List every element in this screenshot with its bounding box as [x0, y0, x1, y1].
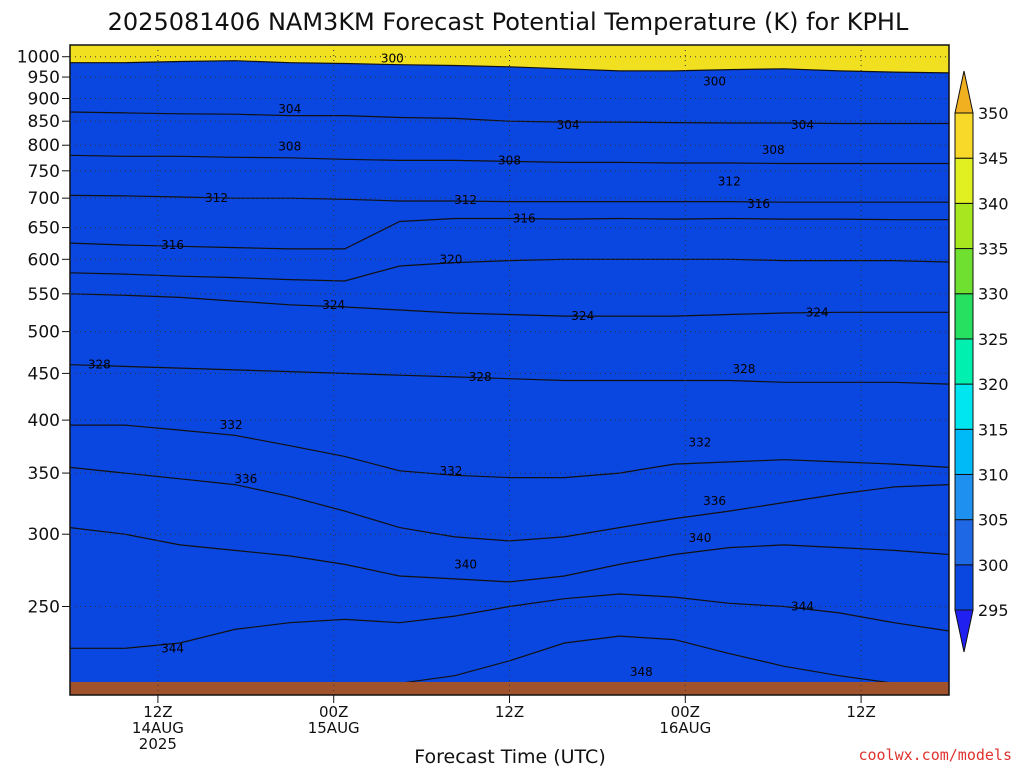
contour-332	[70, 424, 950, 479]
colorbar-band-315	[954, 383, 974, 430]
y-tick-label-850: 850	[28, 112, 60, 132]
contour-label-20: 312	[205, 191, 228, 205]
contour-label-12: 328	[732, 362, 755, 376]
x-tick-label-2-0: 12Z	[495, 703, 524, 721]
colorbar-label-345: 345	[978, 149, 1009, 168]
contour-label-26: 304	[557, 118, 580, 132]
colorbar-band-345	[954, 112, 974, 159]
contour-340	[69, 527, 950, 583]
contour-316	[69, 217, 949, 250]
x-tick-label-3-1: 16AUG	[659, 719, 711, 737]
colorbar-band-300	[954, 519, 974, 566]
colorbar-label-330: 330	[978, 285, 1009, 304]
contour-label-19: 316	[747, 197, 770, 211]
colorbar-band-340	[954, 157, 974, 204]
y-tick-label-750: 750	[28, 162, 60, 182]
y-tick-label-300: 300	[28, 525, 60, 545]
colorbar-label-340: 340	[978, 194, 1009, 213]
ground-strip	[70, 682, 949, 695]
y-tick-label-400: 400	[28, 411, 60, 431]
contour-304	[69, 111, 949, 125]
colorbar-label-320: 320	[978, 375, 1009, 394]
contour-label-7: 332	[439, 464, 462, 478]
contour-label-1: 348	[630, 665, 653, 679]
colorbar-arrow-high	[954, 70, 974, 114]
colorbar-label-325: 325	[978, 330, 1009, 349]
contour-label-9: 332	[220, 418, 243, 432]
x-tick-label-4-0: 12Z	[846, 703, 875, 721]
contour-label-18: 316	[513, 212, 536, 226]
contour-label-24: 308	[762, 143, 785, 157]
contour-label-3: 340	[454, 557, 477, 571]
credit-text: coolwx.com/models	[858, 746, 1012, 764]
x-tick-label-3-0: 00Z	[671, 703, 700, 721]
contour-328	[69, 364, 950, 385]
colorbar-band-325	[954, 293, 974, 340]
y-tick-label-350: 350	[28, 464, 60, 484]
y-tick-label-900: 900	[28, 90, 60, 110]
contour-308	[69, 154, 949, 165]
colorbar-band-320	[954, 338, 974, 385]
contour-label-14: 324	[806, 305, 829, 319]
contour-label-28: 304	[278, 102, 301, 116]
contour-label-27: 304	[791, 118, 814, 132]
contour-label-6: 336	[234, 472, 257, 486]
contour-label-21: 312	[454, 193, 477, 207]
colorbar-label-315: 315	[978, 420, 1009, 439]
fill-below-300	[70, 60, 949, 695]
colorbar-label-335: 335	[978, 240, 1009, 259]
colorbar-band-330	[954, 248, 974, 295]
y-tick-label-650: 650	[28, 219, 60, 239]
chart-title: 2025081406 NAM3KM Forecast Potential Tem…	[108, 8, 909, 36]
colorbar-band-335	[954, 202, 974, 250]
contour-label-10: 328	[88, 358, 111, 372]
contour-label-11: 328	[469, 370, 492, 384]
colorbar-label-305: 305	[978, 511, 1009, 530]
x-tick-label-0-0: 12Z	[143, 703, 172, 721]
y-tick-label-950: 950	[28, 68, 60, 88]
colorbar-label-310: 310	[978, 465, 1009, 484]
contour-324	[69, 293, 949, 317]
x-tick-label-1-0: 00Z	[319, 703, 348, 721]
y-tick-label-250: 250	[28, 598, 60, 618]
y-tick-label-1000: 1000	[17, 48, 60, 68]
y-tick-label-800: 800	[28, 136, 60, 156]
colorbar-arrow-low	[954, 609, 974, 653]
y-tick-label-700: 700	[28, 189, 60, 209]
contour-label-15: 324	[322, 298, 345, 312]
plot-area: 344 348 344 340 340 336 336 332 332 332 328 328 328 3…	[69, 44, 950, 696]
contour-312	[69, 194, 949, 203]
contour-344	[70, 593, 950, 649]
colorbar-band-295	[954, 564, 974, 611]
contour-label-5: 336	[703, 494, 726, 508]
x-tick-label-1-1: 15AUG	[308, 719, 360, 737]
contour-label-4: 340	[688, 531, 711, 545]
contour-label-29: 300	[703, 74, 726, 88]
colorbar-band-305	[954, 473, 974, 521]
colorbar-label-300: 300	[978, 556, 1009, 575]
colorbar-label-295: 295	[978, 601, 1009, 620]
contour-label-13: 324	[571, 309, 594, 323]
contour-label-2: 344	[791, 600, 814, 614]
colorbar-band-310	[954, 428, 974, 475]
x-tick-label-0-2: 2025	[139, 735, 177, 753]
contour-300	[70, 60, 950, 74]
colorbar: 295 300 305 310 315 320 325 330 335 340 345 350	[954, 70, 1009, 653]
y-tick-label-450: 450	[28, 364, 60, 384]
contour-label-25: 308	[278, 140, 301, 154]
y-tick-label-600: 600	[28, 250, 60, 270]
y-tick-label-500: 500	[28, 323, 60, 343]
contour-label-30: 300	[381, 52, 404, 66]
contour-label-22: 312	[718, 175, 741, 189]
contour-label-17: 316	[161, 238, 184, 252]
y-tick-label-550: 550	[28, 285, 60, 305]
x-tick-label-0-1: 14AUG	[132, 719, 184, 737]
contour-label-8: 332	[688, 436, 711, 450]
x-axis-label: Forecast Time (UTC)	[414, 746, 605, 768]
colorbar-label-350: 350	[978, 104, 1009, 123]
contour-label-0: 344	[161, 641, 184, 655]
